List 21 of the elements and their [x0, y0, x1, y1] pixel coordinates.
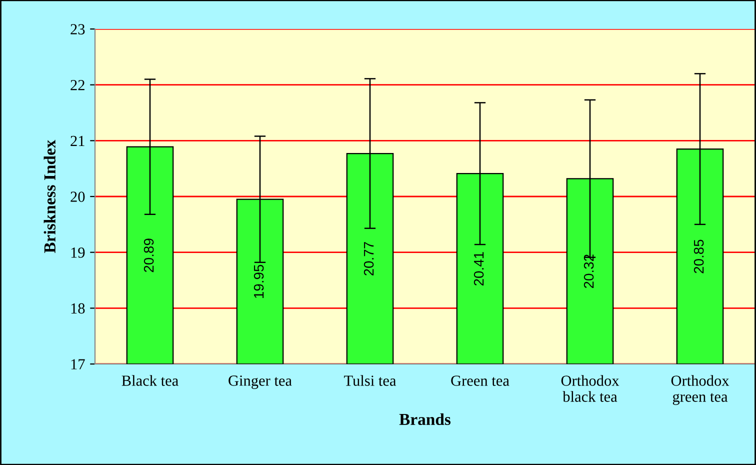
data-label: 19.95 [254, 264, 264, 298]
y-tick-label: 21 [70, 136, 84, 146]
y-tick-label: 23 [70, 24, 85, 34]
x-tick-label: Orthodox black tea [561, 375, 620, 402]
x-axis-title: Brands [399, 413, 451, 426]
x-tick-label: Black tea [122, 375, 178, 386]
y-tick-label: 22 [70, 80, 84, 90]
x-tick-label: Ginger tea [228, 376, 292, 389]
data-label: 20.32 [584, 254, 594, 288]
y-tick-label: 17 [71, 359, 85, 370]
data-label: 20.85 [694, 240, 704, 274]
data-label: 20.77 [364, 242, 374, 276]
data-label: 20.89 [144, 238, 154, 272]
y-tick-label: 18 [71, 303, 85, 314]
y-axis-title: Briskness Index [44, 140, 56, 253]
x-tick-label: Tulsi tea [344, 375, 396, 386]
data-label: 20.41 [474, 252, 484, 286]
y-tick-label: 19 [71, 248, 85, 258]
y-tick-label: 20 [70, 192, 85, 202]
x-tick-label: Orthodox green tea [671, 375, 730, 405]
x-tick-label: Green tea [451, 376, 510, 386]
